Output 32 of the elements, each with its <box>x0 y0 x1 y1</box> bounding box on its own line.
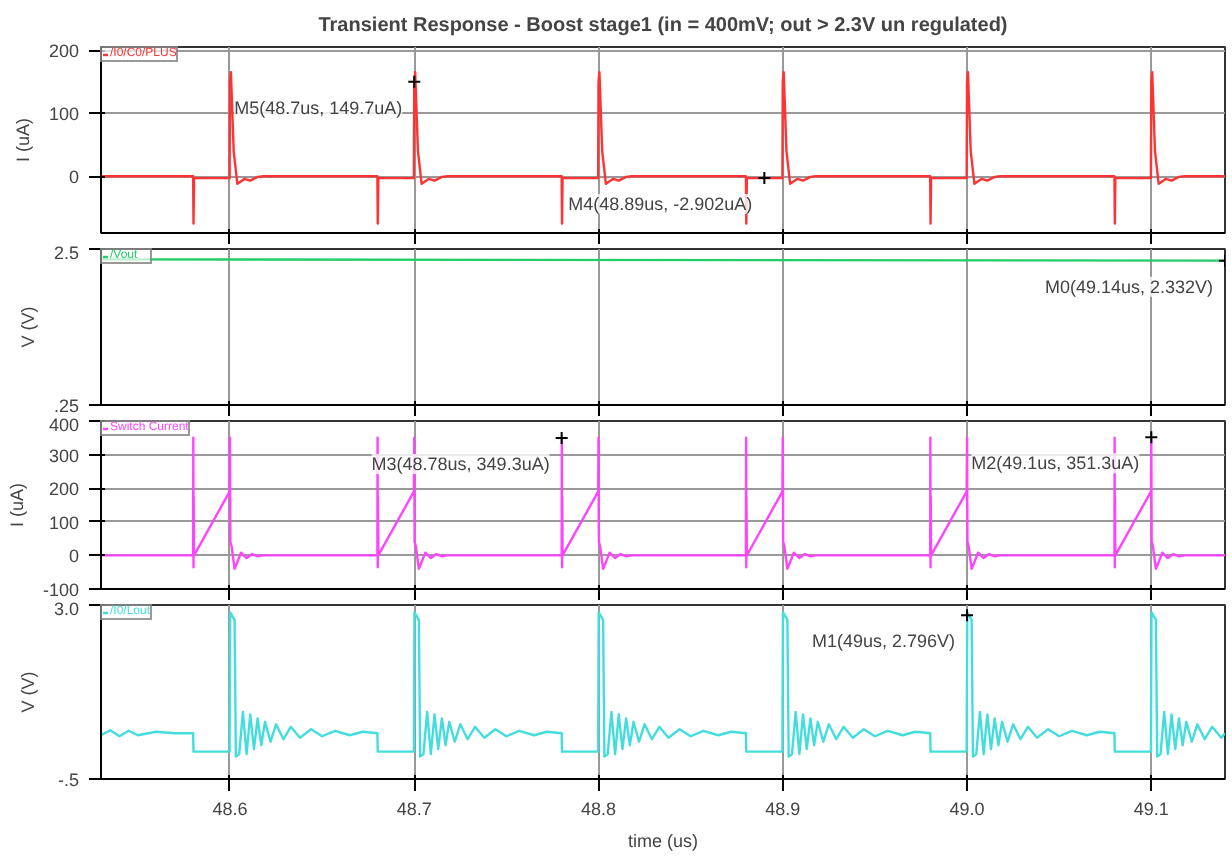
y-tick-label: -100 <box>42 580 79 600</box>
x-tick-label: 48.7 <box>396 799 432 819</box>
y-tick-label: 2.5 <box>53 243 80 263</box>
y-tick-label: -.5 <box>57 770 80 790</box>
annotation: M4(48.89us, -2.902uA) <box>568 194 753 215</box>
y-tick-label: 200 <box>48 41 80 62</box>
y-tick-label: 0 <box>68 546 80 567</box>
x-tick-label: 49.0 <box>949 799 985 819</box>
y-tick-label: 200 <box>48 479 80 500</box>
y-axis-title: I (uA) <box>6 482 27 527</box>
y-tick-label: 3.0 <box>53 599 80 619</box>
chart-title: Transient Response - Boost stage1 (in = 400mV; out > 2.3V un regulated) <box>318 15 1008 37</box>
y-axis-title: V (V) <box>17 671 38 713</box>
annotation: M3(48.78us, 349.3uA) <box>371 454 550 475</box>
annotation: M0(49.14us, 2.332V) <box>1044 276 1214 297</box>
y-tick-label: .25 <box>53 396 80 416</box>
y-tick-label: 100 <box>48 512 80 533</box>
x-tick-label: 48.9 <box>765 799 801 819</box>
annotation: M5(48.7us, 149.7uA) <box>234 97 403 118</box>
y-axis-title: V (V) <box>17 306 38 348</box>
y-tick-label: 300 <box>48 445 80 466</box>
x-tick-label: 48.6 <box>212 799 248 819</box>
x-tick-label: 48.8 <box>580 799 617 819</box>
x-axis-title: time (us) <box>628 831 699 851</box>
line-series <box>101 71 1225 225</box>
x-tick-label: 49.1 <box>1133 799 1169 819</box>
y-tick-label: 0 <box>68 167 80 188</box>
y-tick-label: 100 <box>48 104 80 125</box>
annotation: M1(49us, 2.796V) <box>811 631 956 652</box>
y-axis-title: I (uA) <box>12 117 33 162</box>
y-tick-label: 400 <box>48 415 80 435</box>
annotation: M2(49.1us, 351.3uA) <box>971 453 1140 474</box>
